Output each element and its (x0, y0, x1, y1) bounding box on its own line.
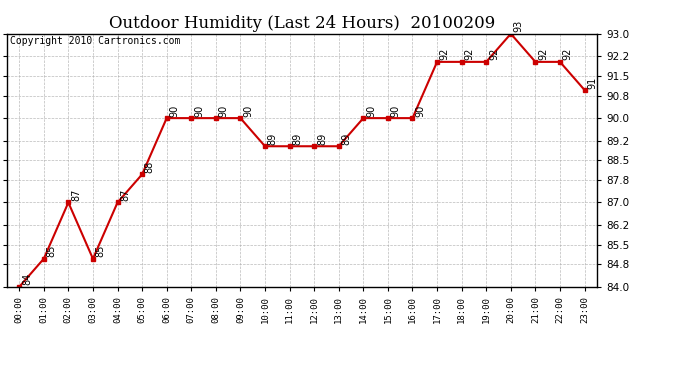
Text: 90: 90 (391, 105, 401, 117)
Text: 92: 92 (464, 48, 475, 60)
Text: 87: 87 (120, 189, 130, 201)
Text: 89: 89 (268, 133, 278, 145)
Text: 90: 90 (170, 105, 179, 117)
Text: 91: 91 (587, 76, 598, 88)
Text: 89: 89 (342, 133, 351, 145)
Text: 87: 87 (71, 189, 81, 201)
Text: 92: 92 (563, 48, 573, 60)
Text: 84: 84 (22, 273, 32, 285)
Text: 89: 89 (317, 133, 327, 145)
Text: 93: 93 (513, 20, 524, 32)
Text: 92: 92 (489, 48, 499, 60)
Text: 85: 85 (46, 245, 57, 257)
Text: 92: 92 (440, 48, 450, 60)
Text: 85: 85 (96, 245, 106, 257)
Text: 90: 90 (243, 105, 253, 117)
Text: 90: 90 (194, 105, 204, 117)
Text: 90: 90 (415, 105, 425, 117)
Text: 90: 90 (366, 105, 376, 117)
Text: 88: 88 (145, 161, 155, 173)
Text: Copyright 2010 Cartronics.com: Copyright 2010 Cartronics.com (10, 36, 180, 46)
Text: 92: 92 (538, 48, 548, 60)
Title: Outdoor Humidity (Last 24 Hours)  20100209: Outdoor Humidity (Last 24 Hours) 2010020… (109, 15, 495, 32)
Text: 90: 90 (219, 105, 228, 117)
Text: 89: 89 (293, 133, 302, 145)
